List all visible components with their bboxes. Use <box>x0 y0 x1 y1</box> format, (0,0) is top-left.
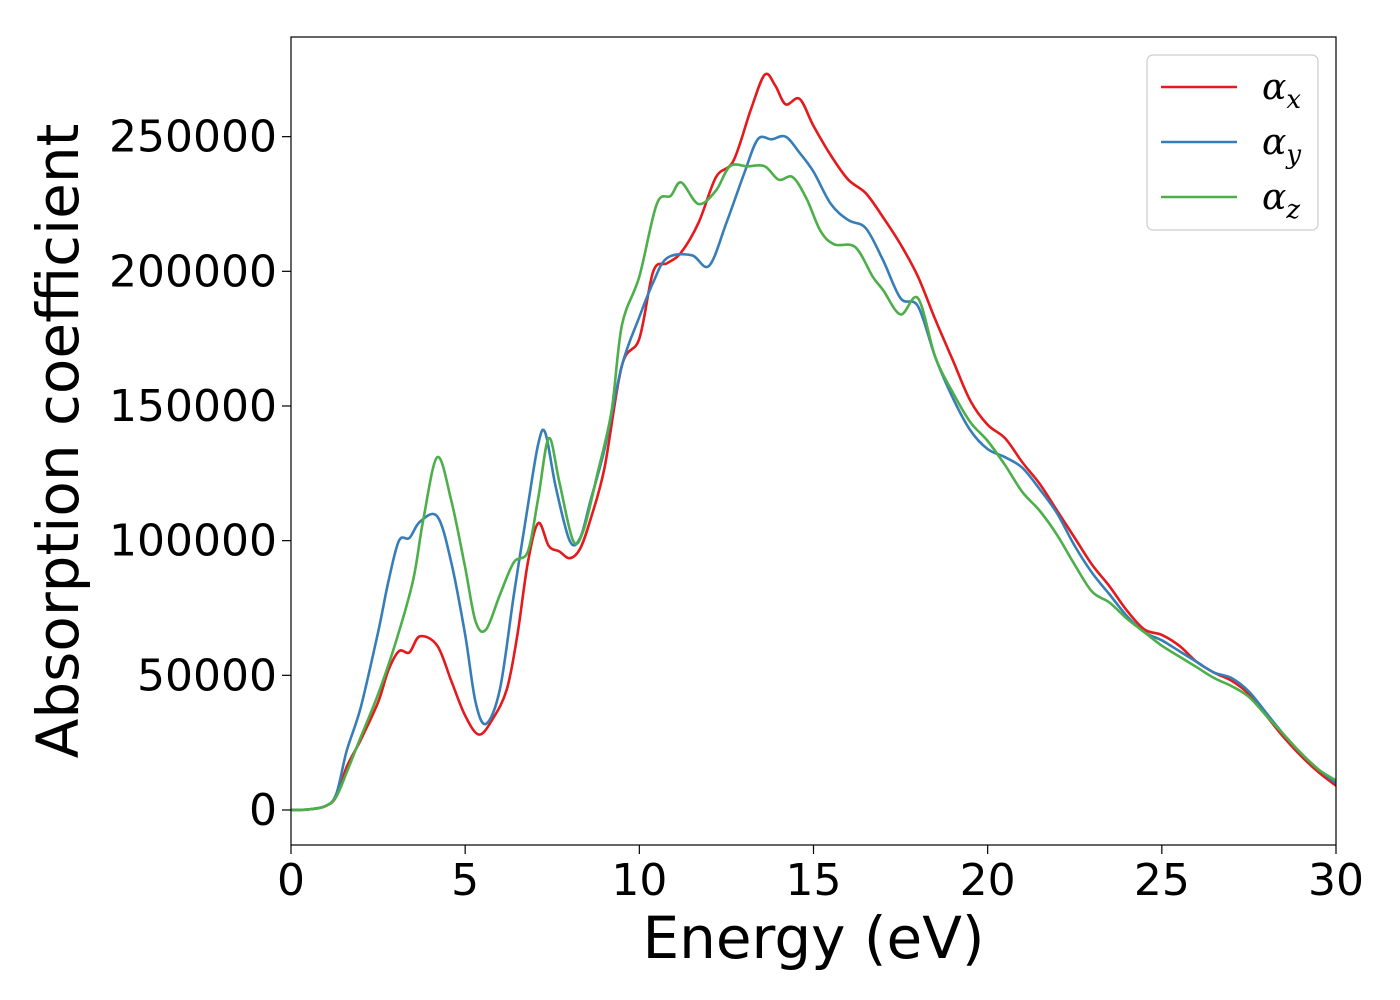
legend-label-y: αy <box>1262 122 1301 170</box>
x-tick-label: 5 <box>451 855 479 906</box>
series-layer <box>291 72 1336 812</box>
y-tick-label: 150000 <box>109 381 277 432</box>
x-tick-label: 30 <box>1308 855 1364 906</box>
series-line-alpha-x <box>291 72 1336 812</box>
series-line-alpha-y <box>291 134 1336 812</box>
legend-label-x: αx <box>1262 67 1301 115</box>
series-line-alpha-z <box>291 163 1336 812</box>
legend-label-z: αz <box>1262 177 1300 225</box>
y-axis-title: Absorption coefficient <box>24 124 92 759</box>
x-axis-title: Energy (eV) <box>642 904 984 972</box>
x-tick-label: 10 <box>611 855 667 906</box>
y-tick-label: 50000 <box>137 650 277 701</box>
y-tick-label: 0 <box>249 785 277 836</box>
x-tick-label: 25 <box>1134 855 1190 906</box>
y-axis: 0 50000 100000 150000 200000 250000 <box>109 112 291 836</box>
legend: αx αy αz <box>1146 54 1319 231</box>
x-tick-label: 20 <box>960 855 1016 906</box>
y-tick-label: 250000 <box>109 112 277 163</box>
y-tick-label: 200000 <box>109 246 277 297</box>
x-axis: 0 5 10 15 20 25 30 <box>277 845 1364 906</box>
x-tick-label: 0 <box>277 855 305 906</box>
x-tick-label: 15 <box>786 855 842 906</box>
y-tick-label: 100000 <box>109 516 277 567</box>
